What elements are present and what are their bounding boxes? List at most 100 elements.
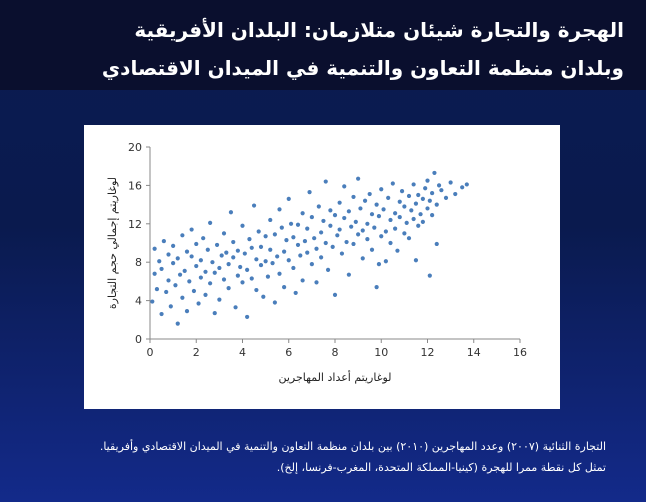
scatter-point bbox=[349, 224, 354, 229]
scatter-point bbox=[362, 198, 368, 203]
scatter-point bbox=[171, 243, 176, 248]
scatter-point bbox=[316, 204, 321, 209]
scatter-point bbox=[261, 294, 266, 299]
scatter-point bbox=[416, 223, 421, 228]
scatter-point bbox=[282, 285, 287, 290]
scatter-point bbox=[321, 218, 326, 224]
slide-title-line-2: وبلدان منظمة التعاون والتنمية في الميدان… bbox=[101, 56, 624, 80]
y-tick-label: 16 bbox=[128, 179, 142, 192]
scatter-point bbox=[434, 241, 439, 247]
scatter-point bbox=[277, 271, 282, 276]
scatter-point bbox=[242, 251, 247, 256]
scatter-point bbox=[323, 240, 328, 246]
scatter-point bbox=[168, 304, 173, 309]
scatter-point bbox=[302, 238, 308, 244]
chart-axes: 0 2 4 6 8 10 12 14 16 0 4 8 12 16 20 bbox=[128, 141, 527, 359]
scatter-point bbox=[351, 241, 356, 247]
x-tick-label: 0 bbox=[147, 346, 154, 359]
scatter-point bbox=[228, 210, 234, 215]
scatter-point bbox=[443, 195, 449, 200]
scatter-point bbox=[205, 247, 210, 252]
scatter-point bbox=[312, 236, 317, 241]
y-axis-label: لوغاريتم إجمالي حجم التجارة bbox=[106, 177, 119, 309]
scatter-point bbox=[226, 262, 231, 267]
scatter-point bbox=[270, 261, 275, 266]
scatter-point bbox=[309, 214, 314, 220]
scatter-point bbox=[175, 256, 180, 261]
scatter-point bbox=[152, 246, 157, 251]
scatter-point bbox=[346, 209, 351, 214]
y-tick-label: 12 bbox=[128, 218, 142, 231]
scatter-point bbox=[453, 191, 458, 197]
scatter-point bbox=[291, 235, 296, 240]
scatter-point bbox=[180, 233, 185, 238]
scatter-point bbox=[337, 227, 342, 232]
scatter-chart-panel: 0 2 4 6 8 10 12 14 16 0 4 8 12 16 20 لوغاريتم أعداد ال… bbox=[84, 125, 560, 409]
y-tick-label: 20 bbox=[128, 141, 142, 154]
scatter-point bbox=[203, 292, 208, 297]
scatter-point bbox=[383, 259, 388, 264]
scatter-point bbox=[344, 239, 349, 245]
scatter-point bbox=[189, 227, 194, 232]
scatter-point bbox=[448, 180, 453, 185]
scatter-point bbox=[397, 199, 402, 204]
scatter-point bbox=[464, 182, 469, 187]
scatter-point bbox=[184, 249, 190, 254]
scatter-point bbox=[221, 277, 227, 282]
scatter-point bbox=[388, 217, 393, 223]
scatter-point bbox=[374, 202, 379, 207]
scatter-point bbox=[395, 248, 400, 253]
scatter-point bbox=[210, 260, 215, 265]
scatter-point bbox=[226, 286, 231, 291]
scatter-point bbox=[187, 279, 192, 284]
scatter-point bbox=[196, 301, 201, 306]
scatter-point bbox=[351, 194, 356, 200]
scatter-point bbox=[427, 198, 432, 203]
scatter-point bbox=[191, 288, 197, 294]
scatter-point bbox=[268, 247, 273, 252]
scatter-point bbox=[298, 253, 303, 258]
scatter-point bbox=[293, 290, 298, 296]
scatter-point bbox=[203, 269, 208, 274]
x-tick-label: 12 bbox=[421, 346, 435, 359]
scatter-point bbox=[390, 181, 395, 186]
scatter-point bbox=[272, 232, 277, 237]
scatter-point bbox=[208, 281, 213, 286]
scatter-point bbox=[265, 274, 271, 279]
scatter-point bbox=[393, 211, 398, 216]
scatter-point bbox=[235, 248, 240, 253]
scatter-point bbox=[356, 176, 361, 181]
scatter-point bbox=[180, 295, 185, 300]
scatter-point bbox=[307, 190, 312, 195]
scatter-point bbox=[436, 183, 442, 188]
scatter-point bbox=[208, 220, 213, 225]
scatter-point bbox=[386, 195, 391, 200]
scatter-point bbox=[330, 244, 335, 249]
scatter-point bbox=[295, 242, 301, 248]
chart-points bbox=[150, 170, 469, 326]
scatter-point bbox=[358, 206, 363, 211]
scatter-point bbox=[286, 258, 291, 263]
scatter-point bbox=[282, 249, 287, 254]
scatter-point bbox=[238, 264, 243, 270]
scatter-point bbox=[184, 309, 190, 314]
scatter-point bbox=[418, 212, 423, 217]
scatter-point bbox=[404, 220, 409, 225]
scatter-point bbox=[288, 221, 294, 226]
x-axis-label: لوغاريتم أعداد المهاجرين bbox=[279, 370, 392, 384]
scatter-point bbox=[411, 182, 416, 187]
scatter-point bbox=[439, 188, 444, 193]
scatter-point bbox=[275, 254, 280, 259]
scatter-point bbox=[272, 300, 277, 305]
scatter-point bbox=[171, 261, 176, 266]
scatter-point bbox=[198, 258, 203, 263]
scatter-point bbox=[332, 292, 338, 297]
scatter-point bbox=[240, 223, 245, 228]
scatter-point bbox=[328, 208, 333, 213]
scatter-point bbox=[212, 310, 217, 316]
scatter-point bbox=[342, 184, 347, 189]
scatter-point bbox=[372, 225, 377, 230]
scatter-point bbox=[388, 240, 393, 246]
scatter-point bbox=[152, 271, 157, 276]
scatter-point bbox=[406, 236, 412, 241]
